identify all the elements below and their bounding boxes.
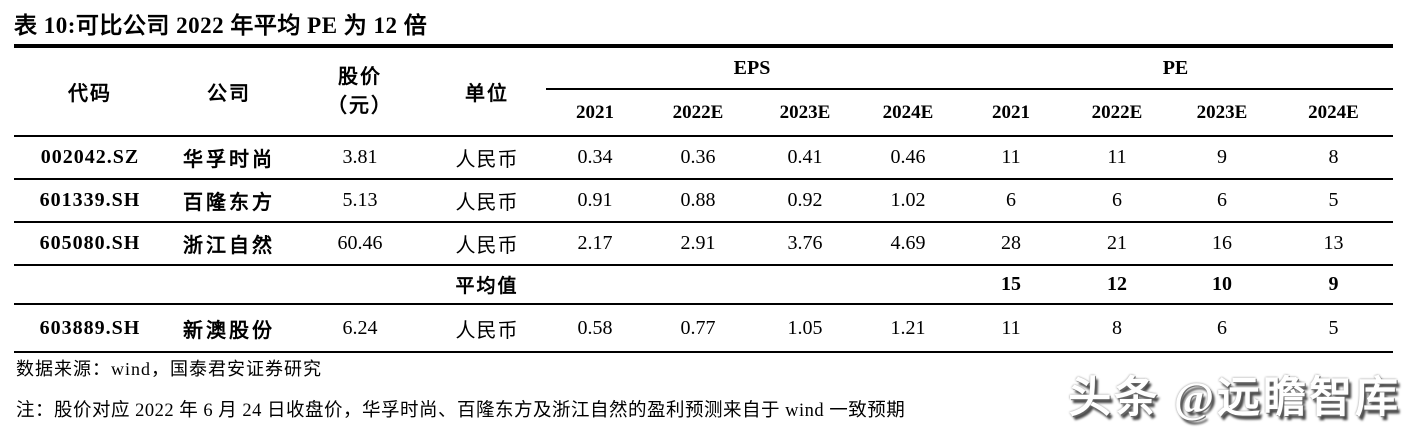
cell-company: 新澳股份	[166, 303, 292, 352]
cell-company: 浙江自然	[166, 221, 292, 265]
cell-pe: 8	[1064, 303, 1170, 352]
cell-empty	[14, 264, 166, 304]
cell-pe: 5	[1274, 178, 1393, 222]
cell-eps: 0.88	[644, 178, 752, 222]
table-row-huafu: 002042.SZ 华孚时尚 3.81 人民币 0.34 0.36 0.41 0…	[14, 135, 1393, 179]
cell-eps: 1.21	[858, 303, 958, 352]
comparable-companies-table: 代码 公司 股价 （元） 单位 EPS PE 2021 2022E 2023E …	[14, 44, 1393, 353]
table-header-years-row: 2021 2022E 2023E 2024E 2021 2022E 2023E …	[14, 89, 1393, 136]
cell-avg-pe: 15	[958, 264, 1064, 304]
data-source-text: 数据来源：wind，国泰君安证券研究	[16, 359, 322, 379]
cell-price: 6.24	[292, 303, 428, 352]
cell-code: 605080.SH	[14, 221, 166, 265]
header-eps-group: EPS	[546, 46, 958, 90]
header-pe-year: 2021	[992, 101, 1030, 123]
cell-eps: 1.02	[858, 178, 958, 222]
header-eps-year: 2022E	[672, 101, 724, 123]
toutiao-watermark: 头条 @远瞻智库	[1068, 375, 1401, 422]
header-eps-year: 2024E	[882, 101, 934, 123]
cell-unit: 人民币	[428, 135, 546, 179]
table-row-average: 平均值 15 12 10 9	[14, 264, 1393, 304]
cell-eps: 0.92	[752, 178, 858, 222]
cell-eps: 0.91	[546, 178, 644, 222]
cell-average-label: 平均值	[428, 264, 546, 304]
table-title: 表 10:可比公司 2022 年平均 PE 为 12 倍	[14, 13, 428, 38]
table-row-bailong: 601339.SH 百隆东方 5.13 人民币 0.91 0.88 0.92 1…	[14, 178, 1393, 222]
cell-eps: 0.36	[644, 135, 752, 179]
cell-unit: 人民币	[428, 178, 546, 222]
cell-eps: 0.34	[546, 135, 644, 179]
cell-pe: 9	[1170, 135, 1274, 179]
cell-code: 601339.SH	[14, 178, 166, 222]
cell-empty	[292, 264, 428, 304]
cell-pe: 11	[958, 135, 1064, 179]
cell-avg-pe: 10	[1170, 264, 1274, 304]
header-price-line1: 股价	[338, 65, 382, 88]
cell-pe: 11	[1064, 135, 1170, 179]
cell-company: 百隆东方	[166, 178, 292, 222]
cell-eps: 2.91	[644, 221, 752, 265]
cell-pe: 16	[1170, 221, 1274, 265]
header-pe-year: 2022E	[1091, 101, 1143, 123]
header-price: 股价 （元）	[292, 46, 428, 136]
header-eps-year: 2023E	[779, 101, 831, 123]
header-eps-year: 2021	[576, 101, 614, 123]
cell-eps: 3.76	[752, 221, 858, 265]
cell-unit: 人民币	[428, 221, 546, 265]
header-price-line2: （元）	[327, 94, 393, 117]
cell-pe: 6	[958, 178, 1064, 222]
table-header-group-row: 代码 公司 股价 （元） 单位 EPS PE	[14, 46, 1393, 117]
footnote-text: 注：股价对应 2022 年 6 月 24 日收盘价，华孚时尚、百隆东方及浙江自然…	[16, 401, 906, 421]
cell-code: 603889.SH	[14, 303, 166, 352]
cell-pe: 28	[958, 221, 1064, 265]
cell-price: 60.46	[292, 221, 428, 265]
cell-eps: 0.77	[644, 303, 752, 352]
cell-pe: 6	[1170, 178, 1274, 222]
cell-pe: 11	[958, 303, 1064, 352]
cell-empty	[546, 264, 644, 304]
cell-avg-pe: 12	[1064, 264, 1170, 304]
cell-pe: 13	[1274, 221, 1393, 265]
cell-eps: 0.46	[858, 135, 958, 179]
cell-company: 华孚时尚	[166, 135, 292, 179]
header-pe-year: 2024E	[1308, 101, 1359, 123]
cell-pe: 6	[1064, 178, 1170, 222]
cell-price: 5.13	[292, 178, 428, 222]
cell-eps: 0.41	[752, 135, 858, 179]
cell-pe: 21	[1064, 221, 1170, 265]
header-code: 代码	[68, 83, 112, 105]
cell-eps: 2.17	[546, 221, 644, 265]
header-pe-year: 2023E	[1196, 101, 1248, 123]
cell-empty	[858, 264, 958, 304]
cell-price: 3.81	[292, 135, 428, 179]
table-row-zhejiang: 605080.SH 浙江自然 60.46 人民币 2.17 2.91 3.76 …	[14, 221, 1393, 265]
cell-unit: 人民币	[428, 303, 546, 352]
header-company: 公司	[207, 83, 251, 105]
cell-empty	[166, 264, 292, 304]
cell-avg-pe: 9	[1274, 264, 1393, 304]
cell-code: 002042.SZ	[14, 135, 166, 179]
cell-empty	[644, 264, 752, 304]
cell-eps: 4.69	[858, 221, 958, 265]
header-unit: 单位	[465, 83, 509, 105]
header-pe-group: PE	[958, 46, 1393, 90]
cell-eps: 1.05	[752, 303, 858, 352]
cell-pe: 6	[1170, 303, 1274, 352]
cell-empty	[752, 264, 858, 304]
cell-pe: 8	[1274, 135, 1393, 179]
cell-eps: 0.58	[546, 303, 644, 352]
table-row-xinao: 603889.SH 新澳股份 6.24 人民币 0.58 0.77 1.05 1…	[14, 303, 1393, 352]
cell-pe: 5	[1274, 303, 1393, 352]
